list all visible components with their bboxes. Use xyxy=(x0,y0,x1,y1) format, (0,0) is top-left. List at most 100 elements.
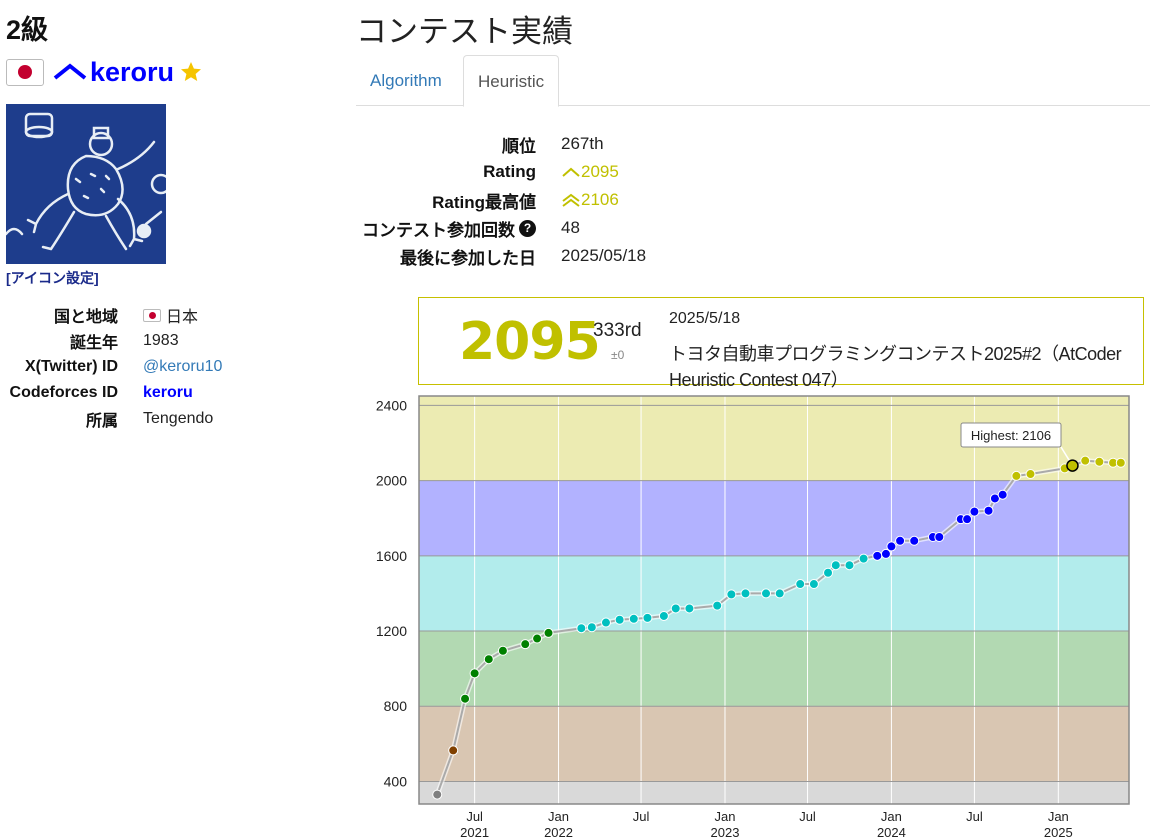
twitter-link[interactable]: @keroru10 xyxy=(143,358,223,375)
data-point[interactable] xyxy=(586,622,597,633)
data-point[interactable] xyxy=(448,745,459,756)
stat-row-last-date: 最後に参加した日 2025/05/18 xyxy=(356,242,646,270)
rating-band xyxy=(419,480,1129,556)
data-point[interactable] xyxy=(469,668,480,679)
x-tick-year-label: 2024 xyxy=(877,825,906,837)
stat-value: 48 xyxy=(561,218,580,237)
data-point[interactable] xyxy=(483,654,494,665)
data-point[interactable] xyxy=(1094,456,1105,467)
rating-band xyxy=(419,631,1129,707)
icon-setting-link[interactable]: [アイコン設定] xyxy=(6,270,99,286)
data-point[interactable] xyxy=(432,789,443,800)
tab-heuristic[interactable]: Heuristic xyxy=(463,55,560,107)
info-value: 1983 xyxy=(143,332,179,349)
data-point[interactable] xyxy=(962,514,973,525)
summary-contest-name[interactable]: トヨタ自動車プログラミングコンテスト2025#2（AtCoder Heurist… xyxy=(669,344,1122,390)
data-point[interactable] xyxy=(658,610,669,621)
data-point[interactable] xyxy=(740,588,751,599)
stat-value: 2095 xyxy=(561,162,619,182)
stat-row-rank: 順位 267th xyxy=(356,130,646,158)
data-point[interactable] xyxy=(983,505,994,516)
rating-band xyxy=(419,781,1129,804)
data-point[interactable] xyxy=(460,693,471,704)
data-point[interactable] xyxy=(808,579,819,590)
info-row-codeforces: Codeforces ID keroru xyxy=(0,380,340,406)
page-title: コンテスト実績 xyxy=(356,14,573,49)
info-row-affiliation: 所属 Tengendo xyxy=(0,406,340,432)
data-point[interactable] xyxy=(823,567,834,578)
data-point[interactable] xyxy=(628,613,639,624)
data-point[interactable] xyxy=(1080,455,1091,466)
data-point[interactable] xyxy=(909,535,920,546)
data-point[interactable] xyxy=(830,560,841,571)
x-tick-year-label: 2021 xyxy=(460,825,489,837)
data-point[interactable] xyxy=(684,603,695,614)
stat-value: 2106 xyxy=(561,190,619,210)
data-point[interactable] xyxy=(1011,470,1022,481)
highest-label-box xyxy=(960,422,1062,448)
data-point[interactable] xyxy=(934,532,945,543)
data-point[interactable] xyxy=(600,617,611,628)
user-line: keroru xyxy=(6,54,203,90)
x-tick-label: Jul xyxy=(466,809,483,824)
stat-label: Rating xyxy=(483,162,536,181)
data-point[interactable] xyxy=(761,588,772,599)
y-tick-label: 800 xyxy=(384,698,408,714)
highest-rating-value: 2106 xyxy=(581,190,619,209)
data-point[interactable] xyxy=(1025,469,1036,480)
stats-table: 順位 267th Rating 2095 Rating最高値 2106 コンテス… xyxy=(356,130,646,270)
japan-flag-icon xyxy=(6,58,44,86)
data-point[interactable] xyxy=(520,639,531,650)
data-point[interactable] xyxy=(895,535,906,546)
summary-rating: 2095 xyxy=(459,312,601,372)
y-tick-label: 1200 xyxy=(376,623,407,639)
info-label: X(Twitter) ID xyxy=(24,358,118,375)
data-point[interactable] xyxy=(774,588,785,599)
x-tick-year-label: 2022 xyxy=(544,825,573,837)
data-point[interactable] xyxy=(844,560,855,571)
summary-rank: 333rd xyxy=(593,320,642,341)
data-point[interactable] xyxy=(1115,457,1126,468)
username-link[interactable]: keroru xyxy=(52,57,174,88)
x-tick-year-label: 2025 xyxy=(1044,825,1073,837)
summary-date: 2025/5/18 xyxy=(669,310,741,327)
x-tick-label: Jan xyxy=(1048,809,1069,824)
stat-row-count: コンテスト参加回数 ? 48 xyxy=(356,214,646,242)
data-point[interactable] xyxy=(614,614,625,625)
rating-value: 2095 xyxy=(581,162,619,181)
data-point[interactable] xyxy=(1066,459,1079,472)
data-point[interactable] xyxy=(532,633,543,644)
data-point[interactable] xyxy=(497,645,508,656)
info-row-birth-year: 誕生年 1983 xyxy=(0,328,340,354)
x-tick-year-label: 2023 xyxy=(711,825,740,837)
codeforces-link[interactable]: keroru xyxy=(143,384,193,401)
data-point[interactable] xyxy=(543,627,554,638)
data-point[interactable] xyxy=(670,603,681,614)
stat-label-text: コンテスト参加回数 xyxy=(362,220,515,240)
stat-label: 最後に参加した日 xyxy=(400,248,536,268)
help-icon[interactable]: ? xyxy=(519,219,536,237)
plot-border xyxy=(418,395,1130,805)
info-label: 国と地域 xyxy=(53,309,118,326)
info-value: Tengendo xyxy=(143,410,214,427)
double-chevron-icon xyxy=(562,193,580,207)
data-point[interactable] xyxy=(969,506,980,517)
data-point[interactable] xyxy=(795,579,806,590)
data-point[interactable] xyxy=(997,489,1008,500)
data-point[interactable] xyxy=(576,623,587,634)
star-icon xyxy=(181,62,202,81)
tab-algorithm[interactable]: Algorithm xyxy=(370,71,442,90)
data-point[interactable] xyxy=(886,541,897,552)
username-text: keroru xyxy=(90,56,175,87)
data-point[interactable] xyxy=(642,612,653,623)
data-point[interactable] xyxy=(858,553,869,564)
country-value: 日本 xyxy=(166,309,199,326)
y-tick-label: 2000 xyxy=(376,473,407,489)
data-point[interactable] xyxy=(872,550,883,561)
stat-value: 2025/05/18 xyxy=(561,246,647,265)
highest-label: Highest: 2106 xyxy=(971,428,1051,443)
data-point[interactable] xyxy=(712,600,723,611)
data-point[interactable] xyxy=(726,589,737,600)
data-point[interactable] xyxy=(880,548,891,559)
